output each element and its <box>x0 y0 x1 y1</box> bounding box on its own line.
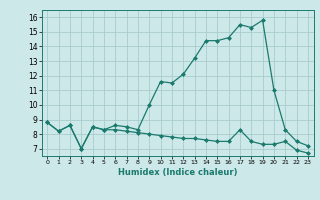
X-axis label: Humidex (Indice chaleur): Humidex (Indice chaleur) <box>118 168 237 177</box>
